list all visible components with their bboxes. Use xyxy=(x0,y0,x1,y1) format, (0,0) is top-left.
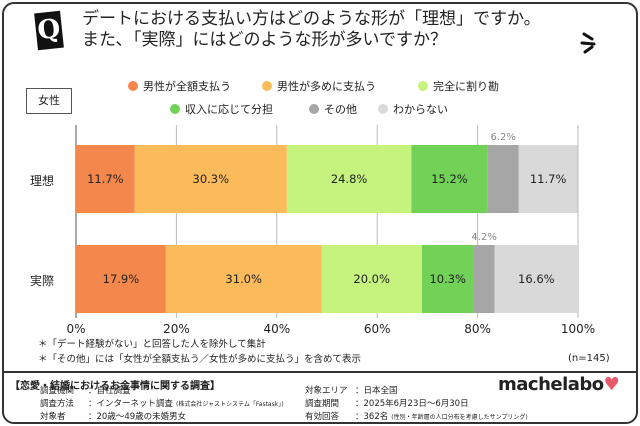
data-label: 20.0% xyxy=(353,272,390,286)
data-label: 31.0% xyxy=(225,272,262,286)
data-label: 4.2% xyxy=(471,232,496,243)
bar-segment xyxy=(518,145,578,213)
data-label: 16.6% xyxy=(518,272,555,286)
sample-size: (n=145) xyxy=(568,353,610,364)
legend-item: その他 xyxy=(309,101,357,117)
legend-swatch xyxy=(128,81,138,91)
legend-label: 男性が全額支払う xyxy=(143,80,231,93)
legend-item: 収入に応じて分担 xyxy=(170,101,273,117)
title-line-1: デートにおける支払い方はどのような形が「理想」ですか。 xyxy=(82,9,541,29)
footer-divider xyxy=(2,371,638,373)
data-label: 6.2% xyxy=(490,132,515,143)
bar-segment xyxy=(134,145,287,213)
logo-text: machelabo xyxy=(498,374,604,395)
bar-segment xyxy=(321,245,422,313)
footer-subnote: (性別・年齢層の人口分布を考慮したサンプリング) xyxy=(391,414,528,421)
bar-segment xyxy=(494,245,578,313)
bar-segment xyxy=(421,245,474,313)
footer-value: ：インターネット調査 (株式会社ジャストシステム「Fastask」) xyxy=(88,399,284,409)
footer-key: 調査期間 xyxy=(305,399,340,409)
legend-swatch xyxy=(418,81,428,91)
heart-icon: ♥ xyxy=(603,374,620,395)
footer-key: 有効回答 xyxy=(305,412,340,422)
x-tick-label: 20% xyxy=(163,322,190,336)
footer-title: 【恋愛・結婚におけるお金事情に関する調査】 xyxy=(10,381,220,392)
legend-item: 完全に割り勘 xyxy=(418,78,499,94)
bar-segment xyxy=(76,145,135,213)
question-title: デートにおける支払い方はどのような形が「理想」ですか。 また､「実際」にはどのよ… xyxy=(82,9,541,51)
legend-swatch xyxy=(170,104,180,114)
legend-label: 完全に割り勘 xyxy=(433,80,499,93)
sample-label: 女性 xyxy=(26,88,72,114)
legend-swatch xyxy=(309,104,319,114)
footer-key: 対象者 xyxy=(40,412,66,422)
footer-value: ：20歳〜49歳の未婚男女 xyxy=(88,412,187,422)
category-label-actual: 実際 xyxy=(30,274,55,288)
data-label: 30.3% xyxy=(193,172,230,186)
footer-subnote: (株式会社ジャストシステム「Fastask」) xyxy=(176,401,284,408)
bar-segment xyxy=(76,245,166,313)
stacked-bar-chart: 0% 20% 40% 60% 80% 100% 11.7% 30.3% 24.8% 15.2% 6.… xyxy=(66,125,595,336)
bar-segment xyxy=(411,145,488,213)
legend-swatch xyxy=(378,104,388,114)
data-label: 11.7% xyxy=(87,172,124,186)
legend-label: わからない xyxy=(393,103,448,116)
bar-segment xyxy=(286,145,412,213)
bar-segment xyxy=(165,245,322,313)
emphasis-icon xyxy=(580,32,596,54)
x-tick-label: 100% xyxy=(561,322,595,336)
data-label: 17.9% xyxy=(103,272,140,286)
bar-segment xyxy=(487,145,519,213)
legend-label: その他 xyxy=(324,103,357,116)
footer-value: ：362名 (性別・年齢層の人口分布を考慮したサンプリング) xyxy=(355,412,528,422)
data-label: 10.3% xyxy=(429,272,466,286)
legend-label: 男性が多めに支払う xyxy=(277,80,376,93)
machelabo-logo: machelabo♥ xyxy=(498,374,620,396)
title-line-2: また､「実際」にはどのような形が多いですか？ xyxy=(82,30,447,50)
footer-value: ：自社調査 xyxy=(88,386,131,396)
footer-key: 対象エリア xyxy=(305,386,348,396)
legend-label: 収入に応じて分担 xyxy=(185,103,273,116)
legend-item: 男性が多めに支払う xyxy=(262,78,376,94)
x-tick-label: 80% xyxy=(464,322,491,336)
note-1: ＊「デート経験がない」と回答した人を除外して集計 xyxy=(38,339,266,350)
legend-swatch xyxy=(262,81,272,91)
bar-segment xyxy=(473,245,495,313)
footer-value: ：日本全国 xyxy=(355,386,398,396)
legend-item: わからない xyxy=(378,101,448,117)
legend-item: 男性が全額支払う xyxy=(128,78,231,94)
x-tick-label: 60% xyxy=(364,322,391,336)
category-label-ideal: 理想 xyxy=(30,174,55,188)
footer-key: 調査機関 xyxy=(40,386,75,396)
x-tick-label: 0% xyxy=(66,322,85,336)
data-label: 11.7% xyxy=(530,172,567,186)
data-label: 24.8% xyxy=(331,172,368,186)
data-label: 15.2% xyxy=(431,172,468,186)
note-2: ＊「その他」には「女性が全額支払う／女性が多めに支払う」を含めて表示 xyxy=(38,354,362,365)
footer-value: ：2025年6月23日〜6月30日 xyxy=(355,399,469,409)
footer-key: 調査方法 xyxy=(40,399,75,409)
x-tick-label: 40% xyxy=(263,322,290,336)
